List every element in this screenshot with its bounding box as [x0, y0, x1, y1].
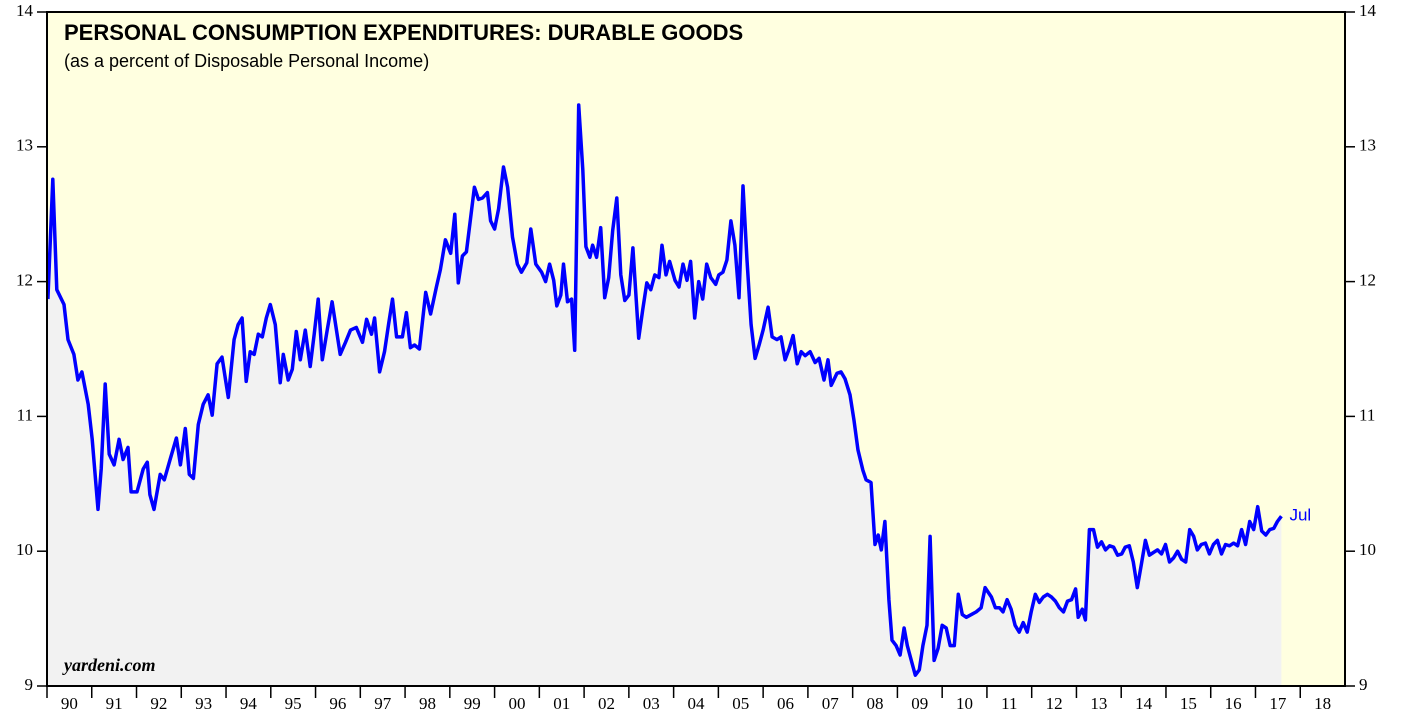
y-tick-label: 12	[16, 271, 33, 290]
x-tick-label: 96	[329, 694, 346, 713]
x-tick-label: 09	[911, 694, 928, 713]
x-tick-label: 01	[553, 694, 570, 713]
y-tick-label: 14	[16, 1, 34, 20]
x-tick-label: 14	[1135, 694, 1153, 713]
y-tick-label: 10	[16, 540, 33, 559]
x-tick-label: 90	[61, 694, 78, 713]
area	[47, 105, 1282, 686]
chart-title: PERSONAL CONSUMPTION EXPENDITURES: DURAB…	[64, 20, 743, 45]
y2-tick-label: 12	[1359, 271, 1376, 290]
x-tick-label: 10	[956, 694, 973, 713]
y-tick-label: 11	[17, 405, 33, 424]
x-tick-label: 17	[1269, 694, 1287, 713]
y2-tick-label: 10	[1359, 540, 1376, 559]
x-tick-label: 05	[732, 694, 749, 713]
y2-tick-label: 13	[1359, 136, 1376, 155]
x-tick-label: 04	[688, 694, 706, 713]
source-label: yardeni.com	[62, 655, 156, 675]
x-tick-label: 95	[285, 694, 302, 713]
x-tick-label: 11	[1001, 694, 1017, 713]
y2-tick-label: 11	[1359, 405, 1375, 424]
x-tick-label: 16	[1225, 694, 1242, 713]
x-tick-label: 12	[1046, 694, 1063, 713]
x-tick-label: 03	[643, 694, 660, 713]
x-tick-label: 99	[464, 694, 481, 713]
x-tick-label: 93	[195, 694, 212, 713]
x-tick-label: 15	[1180, 694, 1197, 713]
y2-tick-label: 14	[1359, 1, 1377, 20]
x-tick-label: 07	[822, 694, 840, 713]
x-tick-label: 97	[374, 694, 392, 713]
x-tick-label: 08	[867, 694, 884, 713]
x-tick-label: 00	[508, 694, 525, 713]
line	[46, 103, 1283, 677]
y2-tick-label: 9	[1359, 675, 1368, 694]
x-tick-label: 94	[240, 694, 258, 713]
x-tick-label: 13	[1090, 694, 1107, 713]
x-tick-label: 92	[150, 694, 167, 713]
x-tick-label: 18	[1314, 694, 1331, 713]
x-tick-label: 06	[777, 694, 794, 713]
y-tick-label: 13	[16, 136, 33, 155]
chart-subtitle: (as a percent of Disposable Personal Inc…	[64, 51, 429, 71]
x-tick-label: 98	[419, 694, 436, 713]
y-tick-label: 9	[25, 675, 34, 694]
x-tick-label: 91	[106, 694, 123, 713]
x-tick-label: 02	[598, 694, 615, 713]
last-point-label: Jul	[1289, 506, 1311, 525]
plot-frame	[46, 11, 1346, 687]
